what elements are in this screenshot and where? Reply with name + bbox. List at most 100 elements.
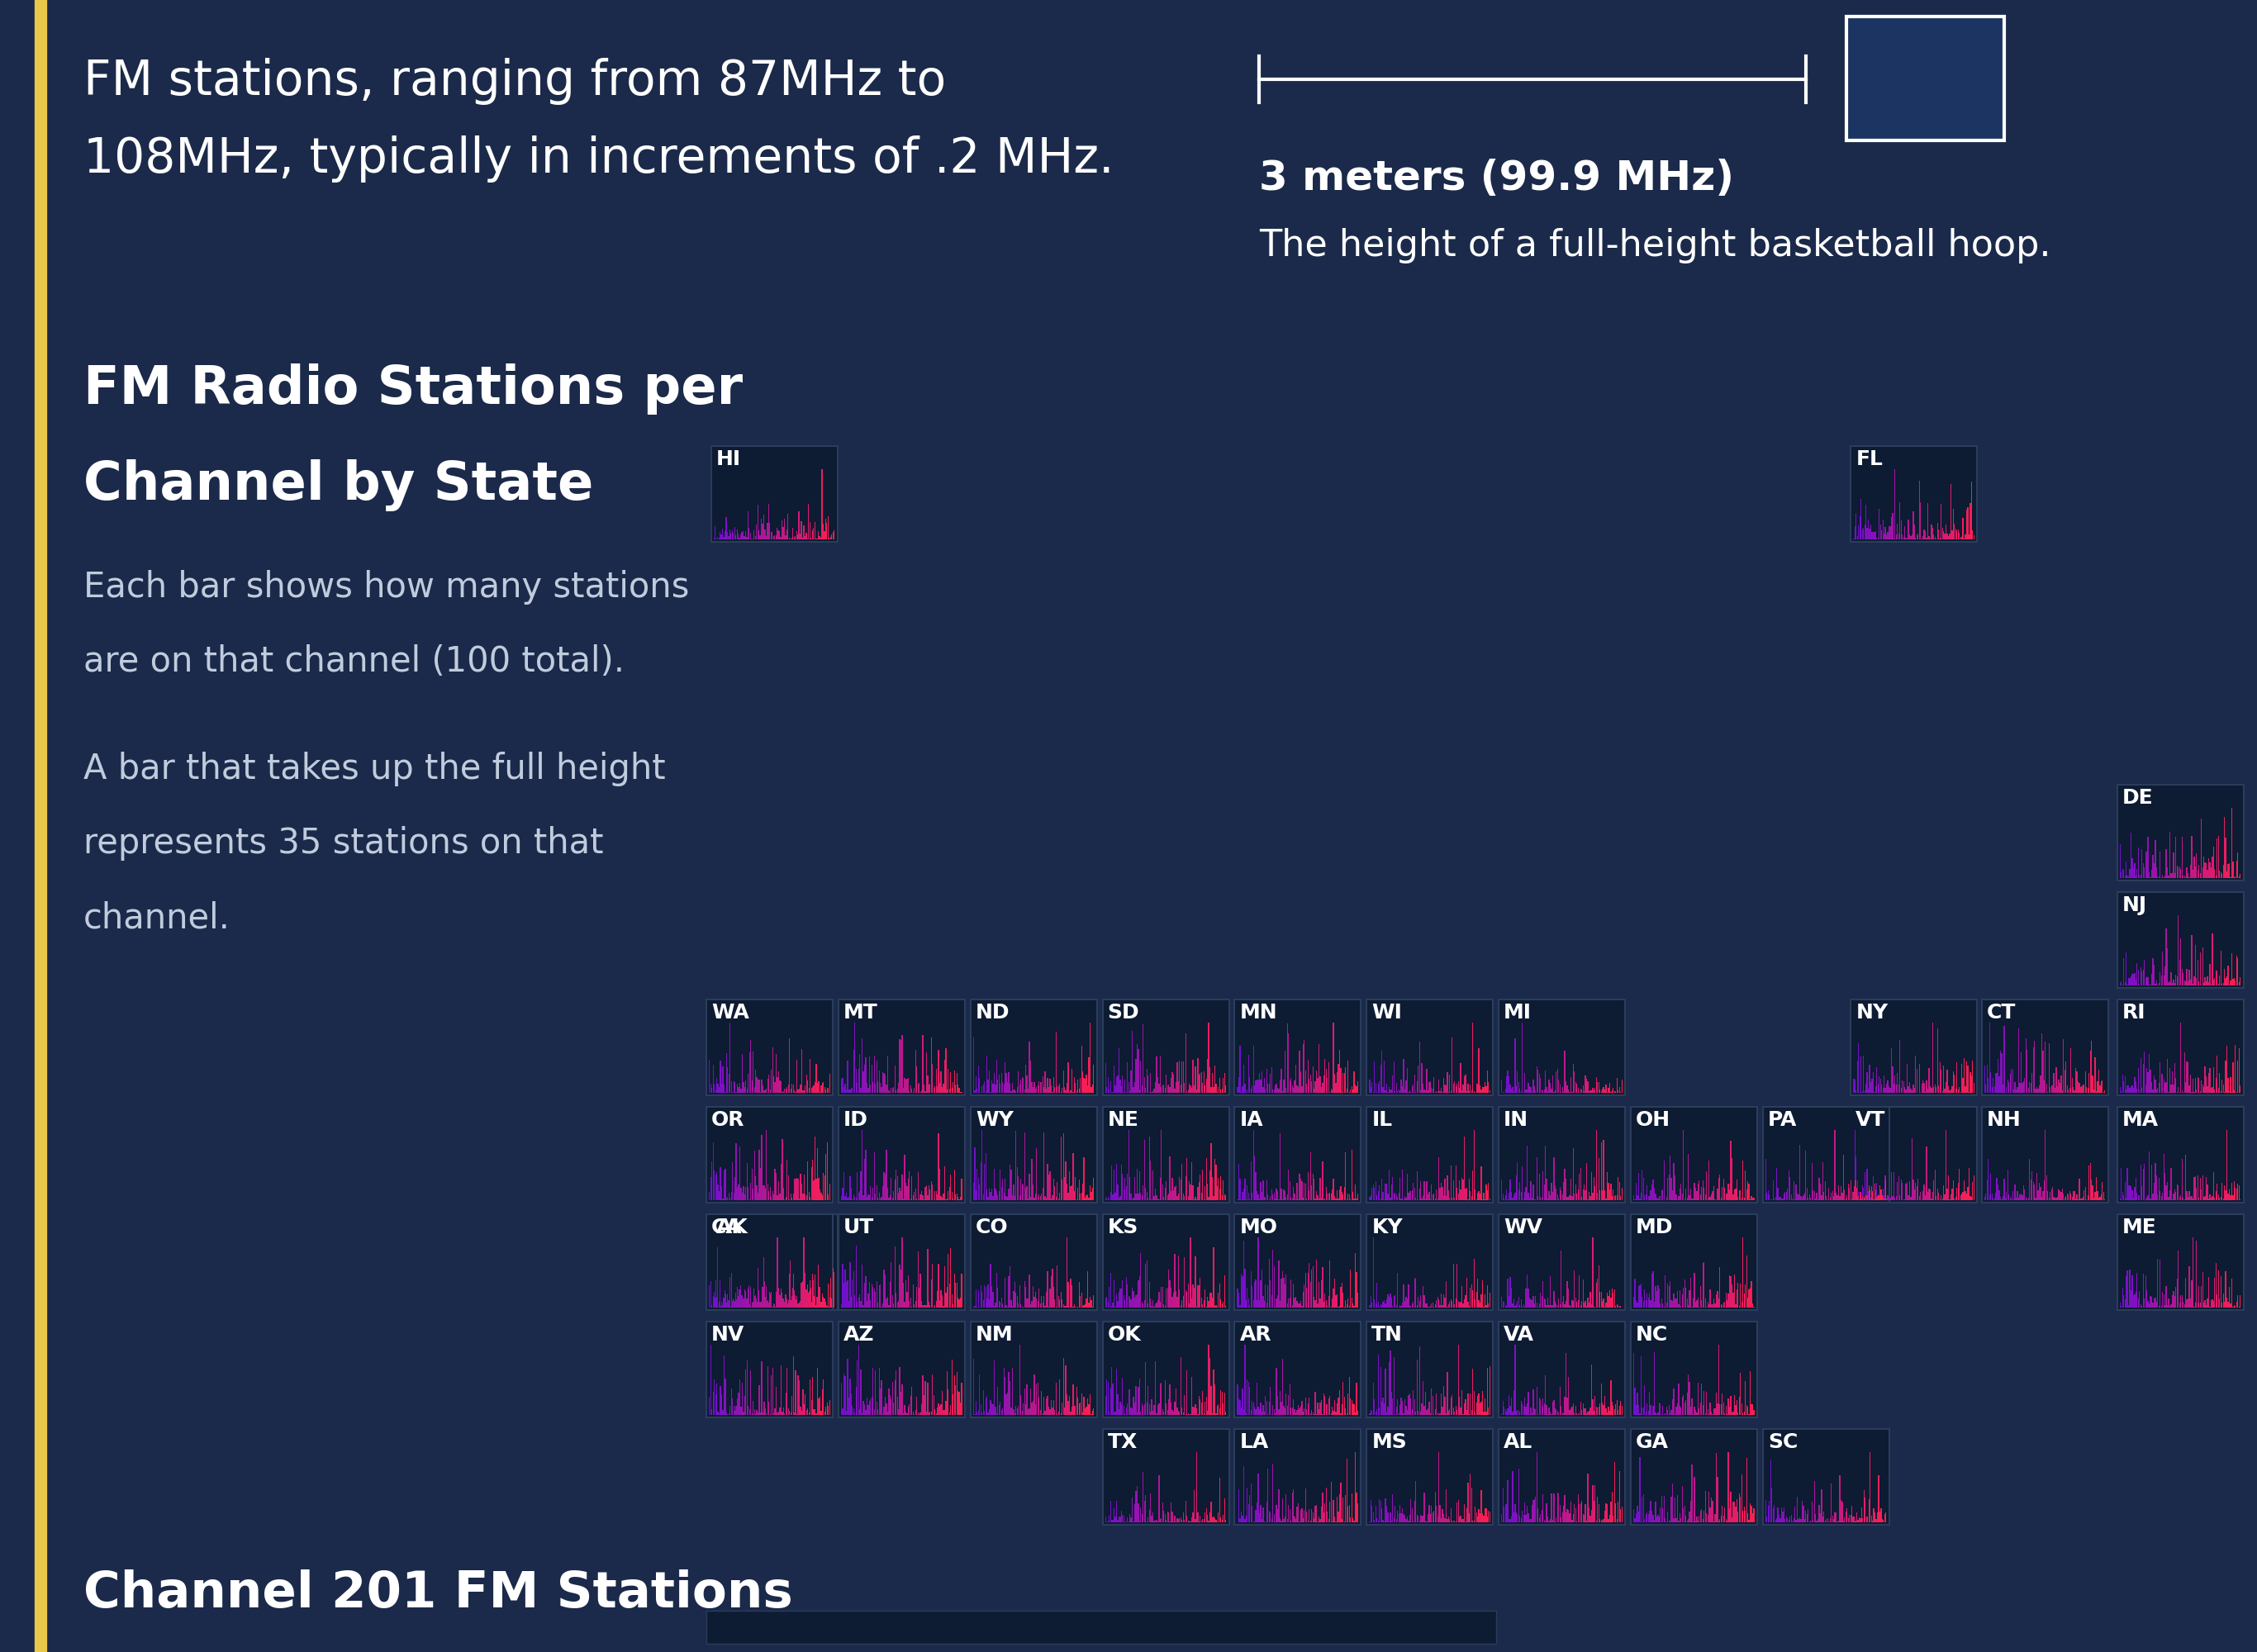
Text: The height of a full-height basketball hoop.: The height of a full-height basketball h… bbox=[1259, 228, 2052, 263]
Bar bbox=[971, 999, 1097, 1095]
Bar bbox=[1101, 1107, 1228, 1203]
Bar bbox=[1235, 1429, 1361, 1525]
Bar bbox=[840, 1107, 966, 1203]
Bar bbox=[2117, 785, 2243, 881]
Bar bbox=[706, 999, 833, 1095]
Bar bbox=[1763, 1429, 1889, 1525]
Text: are on that channel (100 total).: are on that channel (100 total). bbox=[84, 644, 625, 679]
Text: WI: WI bbox=[1372, 1003, 1402, 1023]
Bar bbox=[1368, 999, 1494, 1095]
Text: NV: NV bbox=[711, 1325, 745, 1345]
Text: GA: GA bbox=[1636, 1432, 1668, 1452]
Text: FL: FL bbox=[1855, 449, 1882, 469]
Bar bbox=[1630, 1214, 1758, 1310]
Bar bbox=[1851, 1107, 1977, 1203]
Text: OR: OR bbox=[711, 1110, 745, 1130]
Bar bbox=[1101, 1214, 1228, 1310]
Text: IL: IL bbox=[1372, 1110, 1393, 1130]
Text: CT: CT bbox=[1986, 1003, 2016, 1023]
Bar bbox=[1235, 1322, 1361, 1417]
Bar bbox=[1368, 1214, 1494, 1310]
Bar bbox=[1235, 999, 1361, 1095]
Bar bbox=[1630, 1322, 1758, 1417]
Bar bbox=[706, 1611, 1496, 1644]
Bar bbox=[706, 1214, 833, 1310]
Text: Channel 201 FM Stations: Channel 201 FM Stations bbox=[84, 1569, 792, 1619]
Text: OK: OK bbox=[1108, 1325, 1142, 1345]
Bar bbox=[1368, 1107, 1494, 1203]
Text: WV: WV bbox=[1503, 1218, 1542, 1237]
Bar bbox=[1630, 1429, 1758, 1525]
Bar bbox=[840, 1322, 966, 1417]
Bar bbox=[1235, 1107, 1361, 1203]
Text: NY: NY bbox=[1855, 1003, 1889, 1023]
Bar bbox=[1499, 1322, 1625, 1417]
Bar bbox=[2117, 1214, 2243, 1310]
Text: DE: DE bbox=[2122, 788, 2153, 808]
Text: NM: NM bbox=[975, 1325, 1013, 1345]
Text: MT: MT bbox=[844, 1003, 878, 1023]
Bar bbox=[971, 1107, 1097, 1203]
Text: AK: AK bbox=[715, 1218, 747, 1237]
Text: ID: ID bbox=[844, 1110, 869, 1130]
Text: MN: MN bbox=[1239, 1003, 1277, 1023]
Text: IN: IN bbox=[1503, 1110, 1528, 1130]
Text: MD: MD bbox=[1636, 1218, 1672, 1237]
Text: TN: TN bbox=[1372, 1325, 1404, 1345]
Text: 108MHz, typically in increments of .2 MHz.: 108MHz, typically in increments of .2 MH… bbox=[84, 135, 1115, 182]
Text: WA: WA bbox=[711, 1003, 749, 1023]
Bar bbox=[1368, 1322, 1494, 1417]
Text: MI: MI bbox=[1503, 1003, 1533, 1023]
Bar bbox=[706, 1322, 833, 1417]
Text: WY: WY bbox=[975, 1110, 1013, 1130]
Text: Channel by State: Channel by State bbox=[84, 459, 594, 512]
Bar bbox=[2117, 1107, 2243, 1203]
Bar bbox=[1763, 1107, 1889, 1203]
Bar bbox=[840, 999, 966, 1095]
Text: NE: NE bbox=[1108, 1110, 1140, 1130]
Bar bbox=[1368, 1429, 1494, 1525]
Bar bbox=[1101, 1322, 1228, 1417]
Text: A bar that takes up the full height: A bar that takes up the full height bbox=[84, 752, 666, 786]
Text: VA: VA bbox=[1503, 1325, 1535, 1345]
Text: MO: MO bbox=[1239, 1218, 1277, 1237]
Bar bbox=[1982, 999, 2108, 1095]
Bar bbox=[711, 1214, 837, 1310]
Bar bbox=[1499, 1107, 1625, 1203]
Text: ND: ND bbox=[975, 1003, 1009, 1023]
Text: TX: TX bbox=[1108, 1432, 1138, 1452]
Bar bbox=[971, 1322, 1097, 1417]
Bar bbox=[840, 1214, 966, 1310]
Bar bbox=[706, 1107, 833, 1203]
Bar bbox=[2117, 999, 2243, 1095]
Text: LA: LA bbox=[1239, 1432, 1268, 1452]
Text: NH: NH bbox=[1986, 1110, 2022, 1130]
Bar bbox=[2117, 892, 2243, 988]
Bar bbox=[1630, 1107, 1758, 1203]
Text: OH: OH bbox=[1636, 1110, 1670, 1130]
Text: ME: ME bbox=[2122, 1218, 2158, 1237]
Text: FM Radio Stations per: FM Radio Stations per bbox=[84, 363, 743, 415]
Text: KS: KS bbox=[1108, 1218, 1138, 1237]
Text: HI: HI bbox=[715, 449, 740, 469]
Text: NC: NC bbox=[1636, 1325, 1668, 1345]
Text: UT: UT bbox=[844, 1218, 873, 1237]
Text: FM stations, ranging from 87MHz to: FM stations, ranging from 87MHz to bbox=[84, 58, 946, 106]
Bar bbox=[1499, 999, 1625, 1095]
Bar bbox=[1499, 1429, 1625, 1525]
Text: PA: PA bbox=[1767, 1110, 1797, 1130]
Bar bbox=[1235, 1214, 1361, 1310]
Bar bbox=[711, 446, 837, 542]
Text: CA: CA bbox=[711, 1218, 743, 1237]
Bar bbox=[1982, 1107, 2108, 1203]
Bar bbox=[1101, 1429, 1228, 1525]
Text: KY: KY bbox=[1372, 1218, 1404, 1237]
Bar bbox=[1499, 1214, 1625, 1310]
Bar bbox=[971, 1214, 1097, 1310]
Text: AR: AR bbox=[1239, 1325, 1271, 1345]
Text: channel.: channel. bbox=[84, 900, 230, 935]
Text: AZ: AZ bbox=[844, 1325, 873, 1345]
Text: MS: MS bbox=[1372, 1432, 1406, 1452]
Text: AL: AL bbox=[1503, 1432, 1533, 1452]
Bar bbox=[1101, 999, 1228, 1095]
